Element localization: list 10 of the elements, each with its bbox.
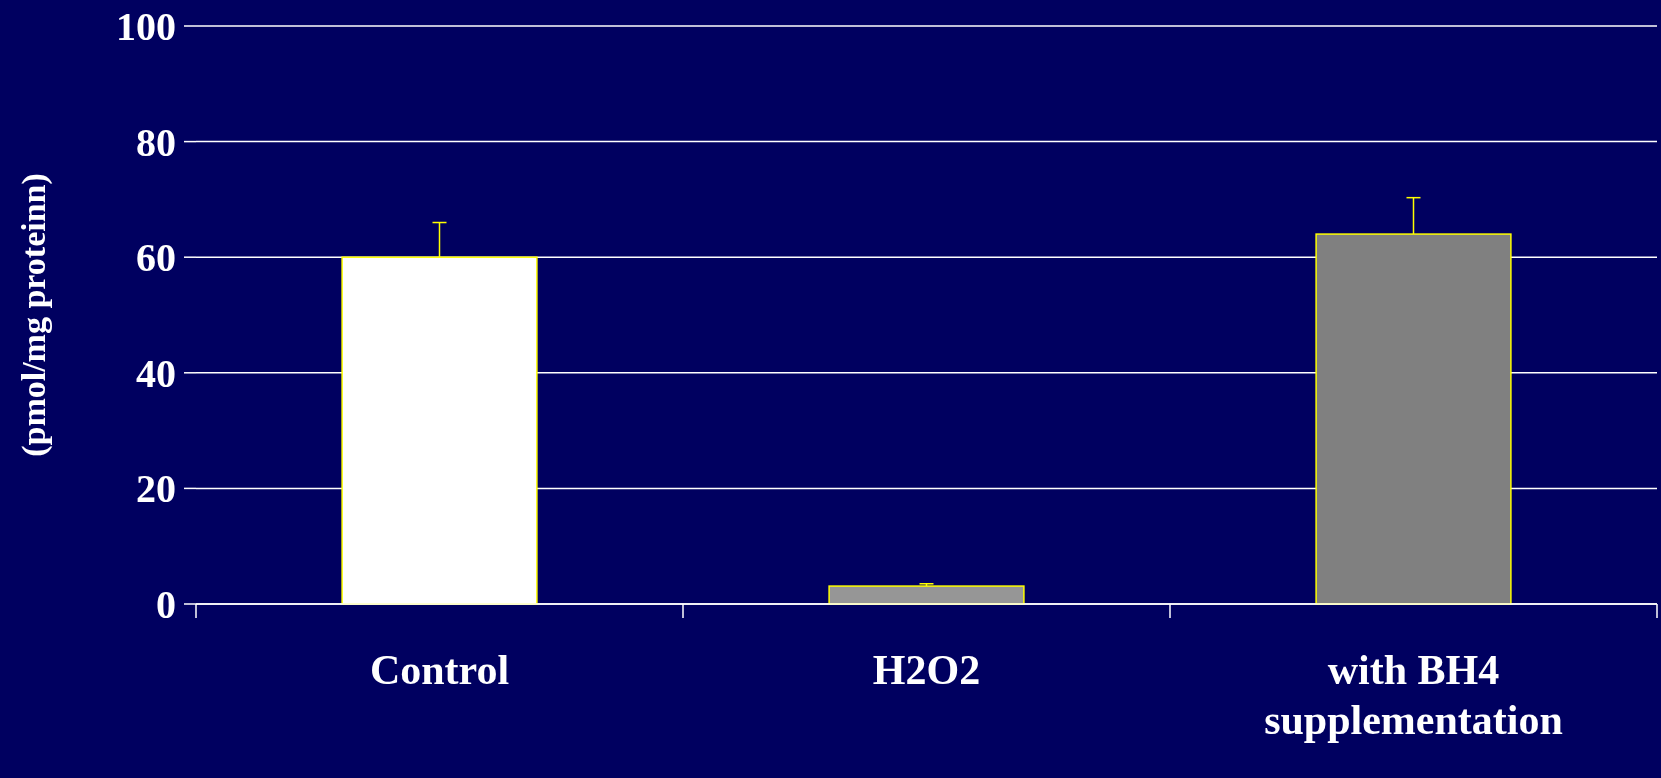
y-tick-label: 40 (136, 350, 176, 396)
y-tick-label: 60 (136, 235, 176, 281)
x-tick-label: H2O2 (872, 647, 981, 693)
y-tick-label: 80 (136, 119, 176, 165)
y-tick-label: 0 (156, 582, 176, 627)
y-axis-title: (pmol/mg proteinn) (15, 173, 53, 457)
y-tick-label: 20 (136, 466, 176, 512)
y-tick-label: 100 (116, 4, 176, 49)
x-tick-label: with BH4 supplementation (1264, 647, 1563, 743)
x-tick-label: Control (369, 647, 510, 693)
